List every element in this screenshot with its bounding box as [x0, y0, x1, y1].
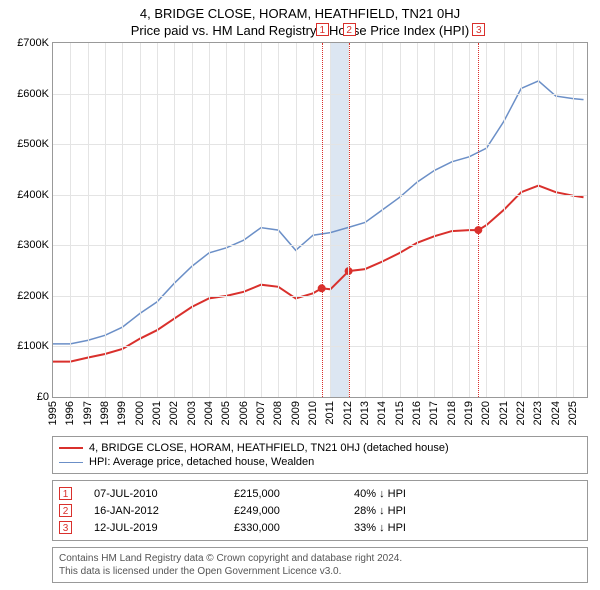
x-tick-label: 2015: [394, 401, 406, 425]
event-marker: 3: [472, 23, 485, 36]
event-row: 2 16-JAN-2012£249,00028% ↓ HPI: [59, 502, 581, 519]
x-tick-label: 2014: [376, 401, 388, 425]
attribution-line: This data is licensed under the Open Gov…: [59, 565, 581, 578]
x-tick-label: 2022: [515, 401, 527, 425]
event-price: £215,000: [234, 488, 354, 500]
x-tick-label: 2024: [550, 401, 562, 425]
event-date: 07-JUL-2010: [94, 488, 234, 500]
event-line: [322, 43, 323, 397]
legend-label: HPI: Average price, detached house, Weal…: [89, 456, 314, 468]
chart-title: 4, BRIDGE CLOSE, HORAM, HEATHFIELD, TN21…: [0, 0, 600, 21]
x-tick-label: 2019: [463, 401, 475, 425]
x-tick-label: 2020: [480, 401, 492, 425]
x-tick-label: 2000: [134, 401, 146, 425]
event-number: 2: [59, 504, 72, 517]
x-tick-label: 2018: [446, 401, 458, 425]
x-tick-label: 2002: [168, 401, 180, 425]
plot-svg: [53, 43, 587, 397]
legend-label: 4, BRIDGE CLOSE, HORAM, HEATHFIELD, TN21…: [89, 442, 449, 454]
event-pct: 40% ↓ HPI: [354, 488, 406, 500]
legend-item: HPI: Average price, detached house, Weal…: [59, 455, 581, 469]
x-tick-label: 2017: [428, 401, 440, 425]
x-tick-label: 2009: [290, 401, 302, 425]
event-line: [478, 43, 479, 397]
x-tick-label: 2025: [567, 401, 579, 425]
chart-container: 4, BRIDGE CLOSE, HORAM, HEATHFIELD, TN21…: [0, 0, 600, 590]
y-tick-label: £600K: [17, 88, 49, 100]
attribution-line: Contains HM Land Registry data © Crown c…: [59, 552, 581, 565]
y-tick-label: £200K: [17, 290, 49, 302]
event-number: 1: [59, 487, 72, 500]
event-pct: 33% ↓ HPI: [354, 522, 406, 534]
y-tick-label: £500K: [17, 138, 49, 150]
x-tick-label: 2006: [238, 401, 250, 425]
x-tick-label: 2004: [203, 401, 215, 425]
legend-swatch: [59, 447, 83, 449]
x-tick-label: 2013: [359, 401, 371, 425]
event-line: [349, 43, 350, 397]
x-tick-label: 1996: [64, 401, 76, 425]
event-row: 3 12-JUL-2019£330,00033% ↓ HPI: [59, 519, 581, 536]
x-tick-label: 2003: [186, 401, 198, 425]
y-tick-label: £400K: [17, 189, 49, 201]
x-tick-label: 1999: [116, 401, 128, 425]
event-row: 1 07-JUL-2010£215,00040% ↓ HPI: [59, 485, 581, 502]
x-tick-label: 2005: [220, 401, 232, 425]
x-tick-label: 1995: [47, 401, 59, 425]
attribution: Contains HM Land Registry data © Crown c…: [52, 547, 588, 583]
x-tick-label: 2008: [272, 401, 284, 425]
event-marker: 2: [343, 23, 356, 36]
events-table: 1 07-JUL-2010£215,00040% ↓ HPI 2 16-JAN-201…: [52, 480, 588, 541]
legend-swatch: [59, 462, 83, 463]
event-price: £330,000: [234, 522, 354, 534]
plot-area: £0£100K£200K£300K£400K£500K£600K£700K199…: [52, 42, 588, 398]
x-tick-label: 2012: [342, 401, 354, 425]
x-tick-label: 2016: [411, 401, 423, 425]
x-tick-label: 2010: [307, 401, 319, 425]
x-tick-label: 2001: [151, 401, 163, 425]
legend: 4, BRIDGE CLOSE, HORAM, HEATHFIELD, TN21…: [52, 436, 588, 474]
y-tick-label: £300K: [17, 239, 49, 251]
x-tick-label: 2011: [324, 401, 336, 425]
x-tick-label: 1998: [99, 401, 111, 425]
x-tick-label: 2021: [498, 401, 510, 425]
event-date: 12-JUL-2019: [94, 522, 234, 534]
legend-item: 4, BRIDGE CLOSE, HORAM, HEATHFIELD, TN21…: [59, 441, 581, 455]
x-tick-label: 2023: [532, 401, 544, 425]
y-tick-label: £700K: [17, 37, 49, 49]
x-tick-label: 1997: [82, 401, 94, 425]
event-pct: 28% ↓ HPI: [354, 505, 406, 517]
chart-subtitle: Price paid vs. HM Land Registry's House …: [0, 21, 600, 42]
x-tick-label: 2007: [255, 401, 267, 425]
event-date: 16-JAN-2012: [94, 505, 234, 517]
event-price: £249,000: [234, 505, 354, 517]
event-marker: 1: [316, 23, 329, 36]
event-number: 3: [59, 521, 72, 534]
y-tick-label: £100K: [17, 340, 49, 352]
